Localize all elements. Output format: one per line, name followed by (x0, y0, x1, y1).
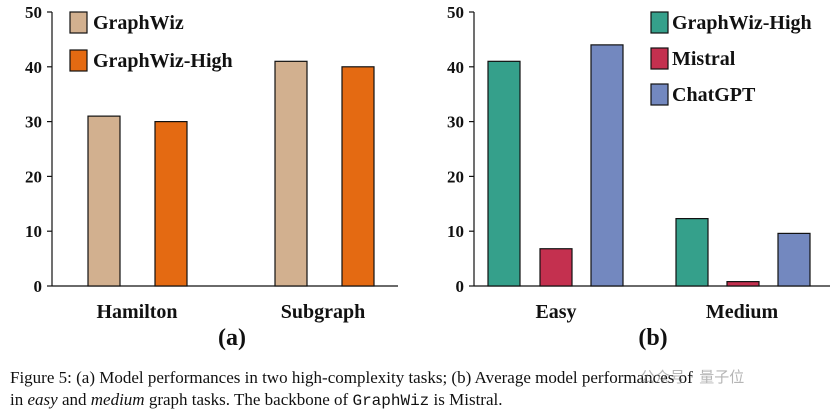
legend-swatch-a (69, 49, 88, 72)
panel-label-b: (b) (638, 325, 667, 351)
y-tick-label-a: 50 (25, 3, 42, 22)
bar-a-graphwiz-high-hamilton (154, 120, 188, 287)
legend-label-a: GraphWiz-High (93, 50, 233, 72)
legend-label-a: GraphWiz (93, 12, 184, 34)
legend-label-b: Mistral (672, 48, 736, 70)
legend-label-b: GraphWiz-High (672, 12, 812, 34)
caption-text: and (57, 390, 91, 409)
y-tick-label-b: 10 (447, 222, 464, 241)
caption-text: in (10, 390, 28, 409)
caption-graphwiz: GraphWiz (352, 392, 430, 410)
bar-b-mistral-easy (539, 248, 573, 287)
x-category-label-a: Subgraph (281, 301, 366, 323)
bar-b-chatgpt-medium (777, 232, 811, 287)
bar-a-graphwiz-high-subgraph (341, 66, 375, 287)
legend-swatch-b (650, 47, 669, 70)
legend-swatch-b (650, 11, 669, 34)
watermark: 公众号 · 量子位 (640, 368, 745, 386)
bar-b-graphwiz-high-medium (675, 217, 709, 287)
y-tick-label-b: 20 (447, 167, 464, 186)
bar-b-graphwiz-high-easy (487, 60, 521, 287)
legend-swatch-a (69, 11, 88, 34)
chart-b: 0 10 20 30 40 50 Easy Medium GraphWiz-High Mistra… (447, 3, 830, 351)
legend-swatch-b (650, 83, 669, 106)
x-category-label-b: Easy (535, 301, 576, 323)
figure-caption: Figure 5: (a) Model performances in two … (10, 367, 832, 412)
y-tick-label-b: 40 (447, 58, 464, 77)
bar-b-mistral-medium (726, 281, 760, 287)
y-tick-label-a: 40 (25, 58, 42, 77)
bar-a-graphwiz-subgraph (274, 60, 308, 287)
y-tick-label-a: 20 (25, 167, 42, 186)
caption-line-1: Figure 5: (a) Model performances in two … (10, 368, 693, 387)
y-tick-label-b: 0 (456, 277, 465, 296)
y-tick-label-b: 30 (447, 113, 464, 132)
y-tick-label-a: 10 (25, 222, 42, 241)
caption-easy: easy (27, 390, 58, 409)
panel-label-a: (a) (218, 325, 246, 351)
chart-a: 0 10 20 30 40 50 Hamilton Subgraph GraphWiz Graph… (25, 3, 398, 351)
y-tick-label-b: 50 (447, 3, 464, 22)
y-tick-label-a: 0 (34, 277, 43, 296)
x-category-label-a: Hamilton (96, 301, 177, 323)
y-tick-label-a: 30 (25, 113, 42, 132)
caption-text: is Mistral. (429, 390, 503, 409)
bar-a-graphwiz-hamilton (87, 115, 121, 287)
figure: 0 10 20 30 40 50 Hamilton Subgraph GraphWiz Graph… (25, 3, 830, 351)
legend-label-b: ChatGPT (672, 84, 756, 106)
caption-line-2: in easy and medium graph tasks. The back… (10, 389, 832, 412)
caption-medium: medium (90, 390, 145, 409)
x-category-label-b: Medium (706, 301, 779, 323)
caption-text: graph tasks. The backbone of (144, 390, 353, 409)
bar-b-chatgpt-easy (590, 44, 624, 287)
